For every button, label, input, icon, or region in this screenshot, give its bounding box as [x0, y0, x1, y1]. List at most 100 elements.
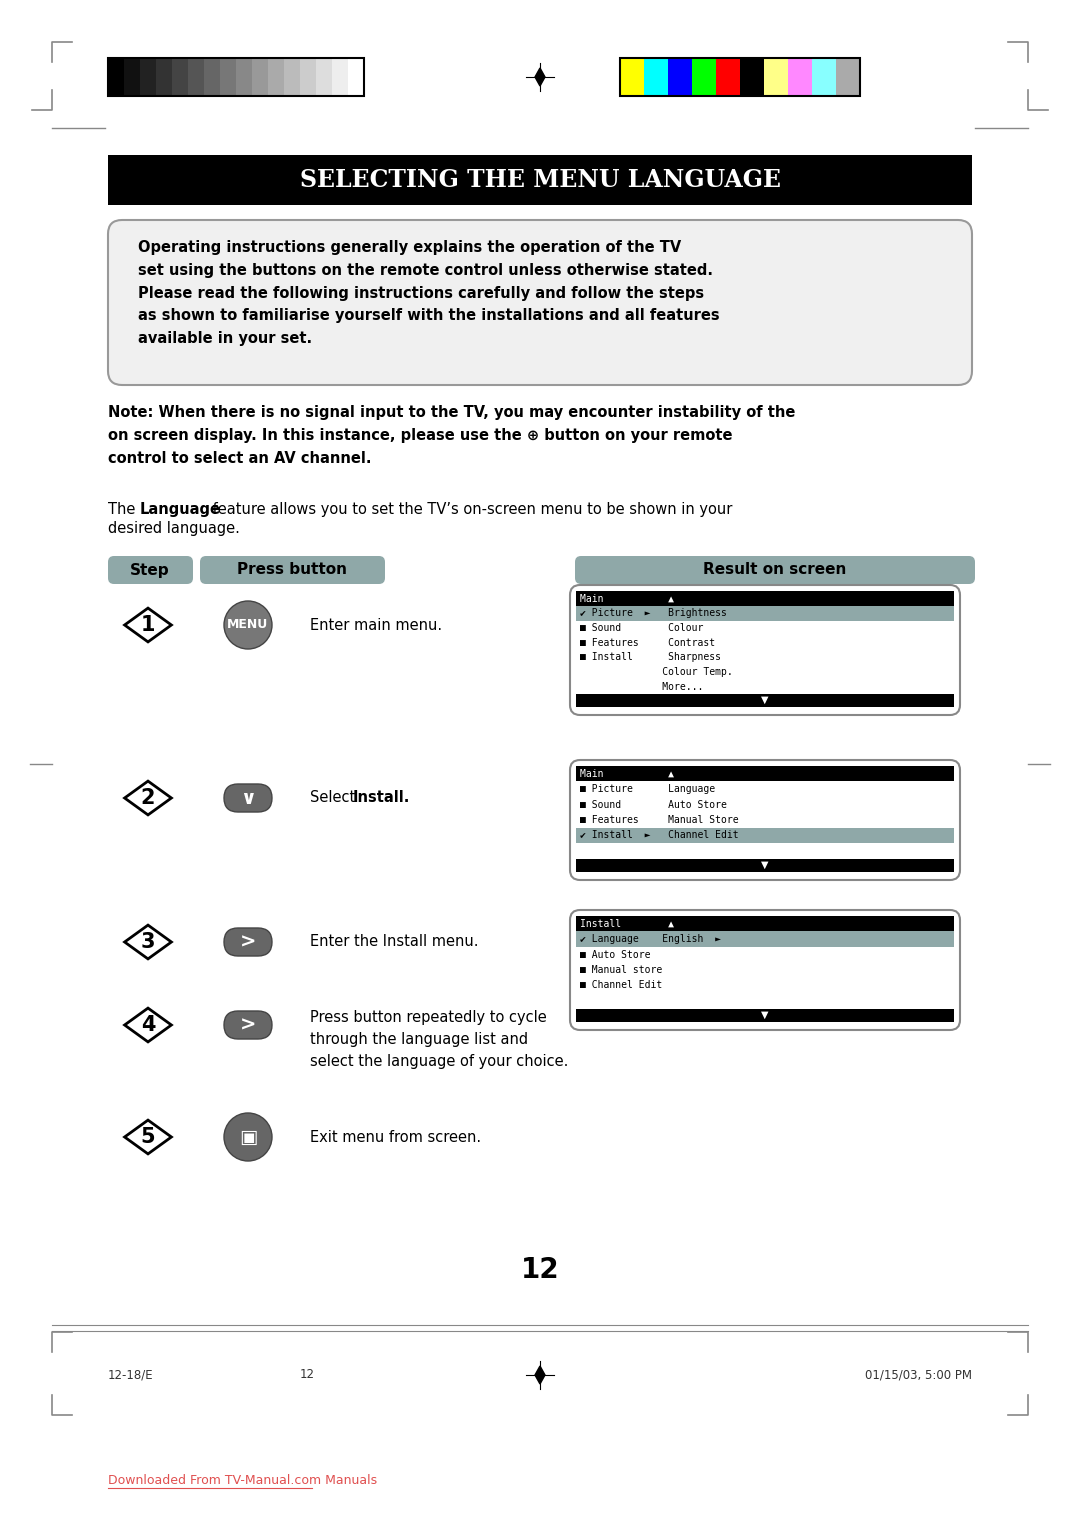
- FancyBboxPatch shape: [224, 927, 272, 957]
- Text: 1: 1: [140, 614, 156, 636]
- Text: desired language.: desired language.: [108, 521, 240, 536]
- Text: Enter the Install menu.: Enter the Install menu.: [310, 935, 478, 949]
- FancyBboxPatch shape: [200, 556, 384, 584]
- Text: ∨: ∨: [240, 788, 256, 807]
- Text: Press button: Press button: [237, 562, 347, 578]
- Text: ✔ Install  ►   Channel Edit: ✔ Install ► Channel Edit: [580, 830, 739, 840]
- Text: ■ Manual store: ■ Manual store: [580, 966, 662, 975]
- Polygon shape: [124, 608, 172, 642]
- Text: Install.: Install.: [353, 790, 410, 805]
- Polygon shape: [124, 924, 172, 960]
- Text: Main           ▲: Main ▲: [580, 769, 674, 779]
- Bar: [740, 58, 764, 96]
- Bar: [204, 58, 220, 96]
- Bar: [237, 58, 252, 96]
- Bar: [788, 58, 812, 96]
- Text: >: >: [240, 932, 256, 952]
- Bar: [268, 58, 284, 96]
- Bar: [812, 58, 836, 96]
- Bar: [156, 58, 172, 96]
- Bar: [576, 915, 954, 932]
- Bar: [252, 58, 268, 96]
- Text: SELECTING THE MENU LANGUAGE: SELECTING THE MENU LANGUAGE: [299, 168, 781, 193]
- Bar: [576, 932, 954, 947]
- Text: MENU: MENU: [228, 619, 269, 631]
- Text: Exit menu from screen.: Exit menu from screen.: [310, 1129, 481, 1144]
- Text: Enter main menu.: Enter main menu.: [310, 617, 442, 633]
- Bar: [576, 828, 954, 843]
- Bar: [220, 58, 237, 96]
- Bar: [576, 766, 954, 781]
- Bar: [348, 58, 364, 96]
- Bar: [188, 58, 204, 96]
- Text: ■ Picture      Language: ■ Picture Language: [580, 784, 715, 795]
- Text: Step: Step: [131, 562, 170, 578]
- FancyBboxPatch shape: [224, 1012, 272, 1039]
- Text: Press button repeatedly to cycle
through the language list and
select the langua: Press button repeatedly to cycle through…: [310, 1010, 568, 1070]
- Polygon shape: [124, 781, 172, 814]
- Bar: [140, 58, 156, 96]
- Text: Downloaded From TV-Manual.com Manuals: Downloaded From TV-Manual.com Manuals: [108, 1473, 377, 1487]
- Text: 01/15/03, 5:00 PM: 01/15/03, 5:00 PM: [865, 1369, 972, 1381]
- Text: Colour Temp.: Colour Temp.: [580, 668, 732, 677]
- Bar: [576, 859, 954, 871]
- Polygon shape: [124, 1008, 172, 1042]
- Bar: [764, 58, 788, 96]
- Bar: [576, 1008, 954, 1022]
- FancyBboxPatch shape: [108, 220, 972, 385]
- Text: Operating instructions generally explains the operation of the TV
set using the : Operating instructions generally explain…: [138, 240, 719, 347]
- Bar: [716, 58, 740, 96]
- Bar: [108, 58, 124, 96]
- Bar: [316, 58, 332, 96]
- Text: Select: Select: [310, 790, 360, 805]
- Text: Install        ▲: Install ▲: [580, 918, 674, 929]
- Text: 5: 5: [140, 1128, 156, 1148]
- Text: ▼: ▼: [761, 860, 769, 869]
- Circle shape: [224, 1112, 272, 1161]
- Text: 12: 12: [300, 1369, 315, 1381]
- Text: ■ Sound        Auto Store: ■ Sound Auto Store: [580, 799, 727, 810]
- Text: ■ Features     Contrast: ■ Features Contrast: [580, 637, 715, 648]
- FancyBboxPatch shape: [575, 556, 975, 584]
- Text: 4: 4: [140, 1015, 156, 1034]
- Text: ▣: ▣: [239, 1128, 257, 1146]
- Text: ✔ Language    English  ►: ✔ Language English ►: [580, 934, 721, 944]
- FancyBboxPatch shape: [108, 556, 193, 584]
- Text: 12-18/E: 12-18/E: [108, 1369, 153, 1381]
- FancyBboxPatch shape: [570, 585, 960, 715]
- Text: Language: Language: [140, 503, 221, 516]
- Bar: [620, 58, 860, 96]
- Bar: [576, 605, 954, 620]
- Text: ■ Auto Store: ■ Auto Store: [580, 949, 650, 960]
- FancyBboxPatch shape: [570, 911, 960, 1030]
- Text: ▼: ▼: [761, 695, 769, 704]
- Bar: [172, 58, 188, 96]
- Bar: [836, 58, 860, 96]
- Bar: [300, 58, 316, 96]
- Text: ■ Install      Sharpness: ■ Install Sharpness: [580, 652, 721, 662]
- Bar: [576, 694, 954, 707]
- Bar: [332, 58, 348, 96]
- Bar: [108, 58, 364, 96]
- Text: 12: 12: [521, 1256, 559, 1284]
- Text: 3: 3: [140, 932, 156, 952]
- Text: Result on screen: Result on screen: [703, 562, 847, 578]
- Text: >: >: [240, 1016, 256, 1034]
- Text: ✔ Picture  ►   Brightness: ✔ Picture ► Brightness: [580, 608, 727, 619]
- Text: Note: When there is no signal input to the TV, you may encounter instability of : Note: When there is no signal input to t…: [108, 405, 795, 466]
- Text: ▼: ▼: [761, 1010, 769, 1019]
- Bar: [620, 58, 644, 96]
- Text: ■ Sound        Colour: ■ Sound Colour: [580, 623, 703, 633]
- Text: Main           ▲: Main ▲: [580, 593, 674, 604]
- FancyBboxPatch shape: [570, 759, 960, 880]
- Text: More...: More...: [580, 681, 703, 692]
- Bar: [284, 58, 300, 96]
- Text: feature allows you to set the TV’s on-screen menu to be shown in your: feature allows you to set the TV’s on-sc…: [208, 503, 732, 516]
- Bar: [108, 154, 972, 205]
- Polygon shape: [124, 1120, 172, 1154]
- Text: ■ Features     Manual Store: ■ Features Manual Store: [580, 814, 739, 825]
- Bar: [644, 58, 669, 96]
- Circle shape: [224, 601, 272, 649]
- Polygon shape: [535, 1366, 545, 1384]
- Text: The: The: [108, 503, 140, 516]
